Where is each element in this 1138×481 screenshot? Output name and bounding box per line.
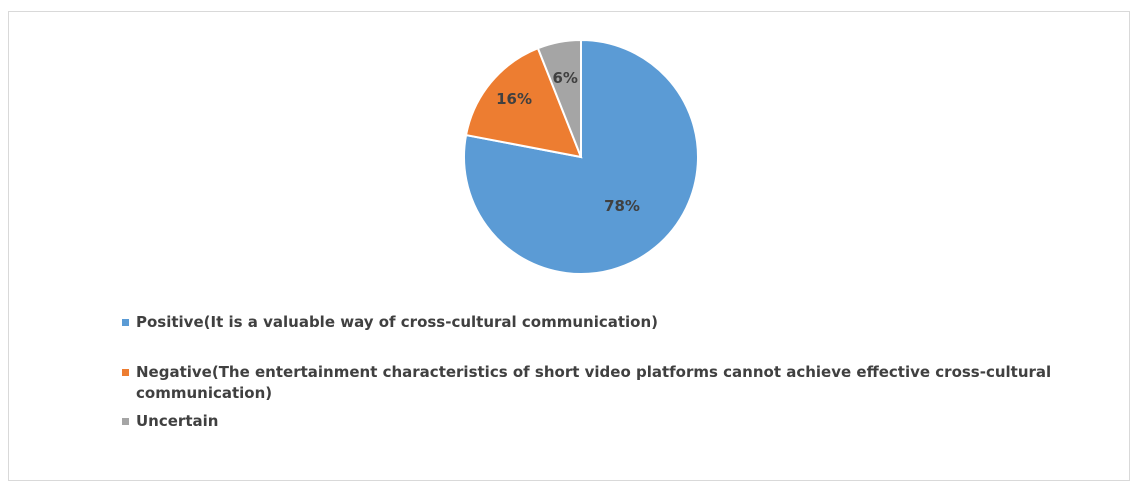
legend-item-negative: Negative(The entertainment characteristi… bbox=[122, 362, 1102, 404]
pie-label-uncertain: 6% bbox=[552, 69, 577, 87]
legend-item-uncertain: Uncertain bbox=[122, 411, 1102, 432]
legend-label-uncertain: Uncertain bbox=[136, 412, 219, 430]
pie-chart: 78% 16% 6% bbox=[463, 38, 699, 275]
legend-swatch-uncertain bbox=[122, 418, 129, 425]
pie-label-positive: 78% bbox=[604, 197, 640, 215]
legend-label-negative: Negative(The entertainment characteristi… bbox=[136, 363, 1052, 402]
legend-swatch-positive bbox=[122, 319, 129, 326]
legend-item-positive: Positive(It is a valuable way of cross-c… bbox=[122, 312, 1102, 333]
pie-slice-uncertain bbox=[536, 38, 582, 158]
legend-swatch-negative bbox=[122, 369, 129, 376]
pie-label-negative: 16% bbox=[496, 90, 532, 108]
chart-area: 78% 16% 6% Positive(It is a valuable way o… bbox=[8, 11, 1130, 481]
pie-slice-negative bbox=[464, 46, 583, 159]
legend-label-positive: Positive(It is a valuable way of cross-c… bbox=[136, 313, 659, 331]
legend: Positive(It is a valuable way of cross-c… bbox=[122, 312, 1102, 432]
